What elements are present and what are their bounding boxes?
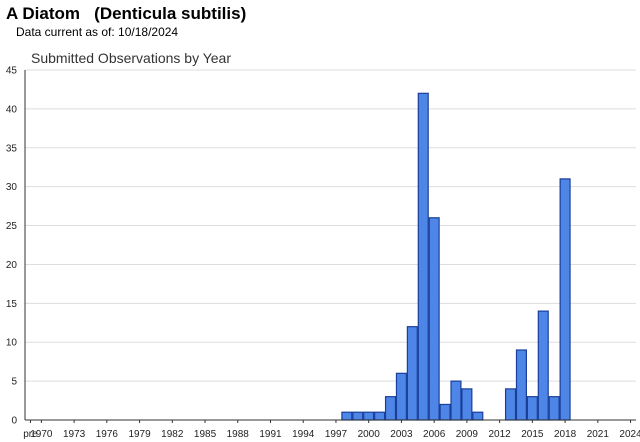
x-tick-2000: 2000	[358, 429, 381, 440]
x-tick-1982: 1982	[161, 429, 184, 440]
x-tick-2006: 2006	[423, 429, 446, 440]
x-tick-pre: pre	[23, 429, 38, 440]
x-axis	[24, 70, 636, 421]
x-tick-1988: 1988	[227, 429, 250, 440]
x-tick-2012: 2012	[488, 429, 511, 440]
bar-2004	[406, 326, 418, 421]
page-title: A Diatom (Denticula subtilis)	[6, 4, 247, 23]
x-tick-1994: 1994	[292, 429, 315, 440]
data-current-date: Data current as of: 10/18/2024	[16, 25, 179, 39]
bar-2006	[428, 217, 440, 421]
x-tick-1973: 1973	[63, 429, 86, 440]
x-tick-1991: 1991	[259, 429, 282, 440]
bar-1998	[341, 411, 353, 421]
x-tick-1979: 1979	[128, 429, 151, 440]
x-tick-1970: 1970	[30, 429, 53, 440]
bar-2017	[548, 396, 560, 421]
chart-title: Submitted Observations by Year	[31, 50, 231, 66]
x-tick-2021: 2021	[587, 429, 610, 440]
bar-2010	[472, 411, 484, 421]
bar-2000	[363, 411, 375, 421]
y-tick-40: 40	[6, 104, 18, 115]
x-tick-1985: 1985	[194, 429, 217, 440]
y-tick-10: 10	[6, 338, 18, 349]
bar-2003	[395, 372, 407, 421]
chart-gridlines	[25, 69, 636, 382]
y-tick-20: 20	[6, 260, 18, 271]
y-tick-0: 0	[11, 416, 17, 427]
x-tick-2003: 2003	[390, 429, 413, 440]
y-tick-5: 5	[11, 377, 17, 388]
y-tick-25: 25	[6, 221, 18, 232]
bar-2001	[374, 411, 386, 421]
y-axis-tick-labels: 0 5 10 15 20 25 30 35 40 45	[6, 66, 18, 427]
bar-1999	[352, 411, 364, 421]
bar-2008	[450, 380, 462, 421]
y-tick-35: 35	[6, 143, 18, 154]
x-tick-1976: 1976	[96, 429, 119, 440]
bar-2013	[504, 388, 517, 421]
x-tick-2015: 2015	[521, 429, 544, 440]
y-tick-30: 30	[6, 182, 18, 193]
y-tick-15: 15	[6, 299, 18, 310]
bar-2007	[439, 403, 451, 421]
bar-2005	[417, 92, 429, 421]
x-tick-2009: 2009	[456, 429, 479, 440]
bar-2009	[461, 388, 473, 421]
x-tick-2018: 2018	[554, 429, 577, 440]
bar-2014	[515, 349, 527, 421]
x-tick-2024: 2024	[619, 429, 640, 440]
bar-2002	[384, 396, 397, 421]
bar-2018	[559, 178, 571, 421]
x-tick-1997: 1997	[325, 429, 348, 440]
bar-2015	[526, 396, 538, 421]
chart-bars	[341, 92, 571, 421]
y-tick-45: 45	[6, 66, 18, 77]
bar-2016	[537, 310, 549, 421]
